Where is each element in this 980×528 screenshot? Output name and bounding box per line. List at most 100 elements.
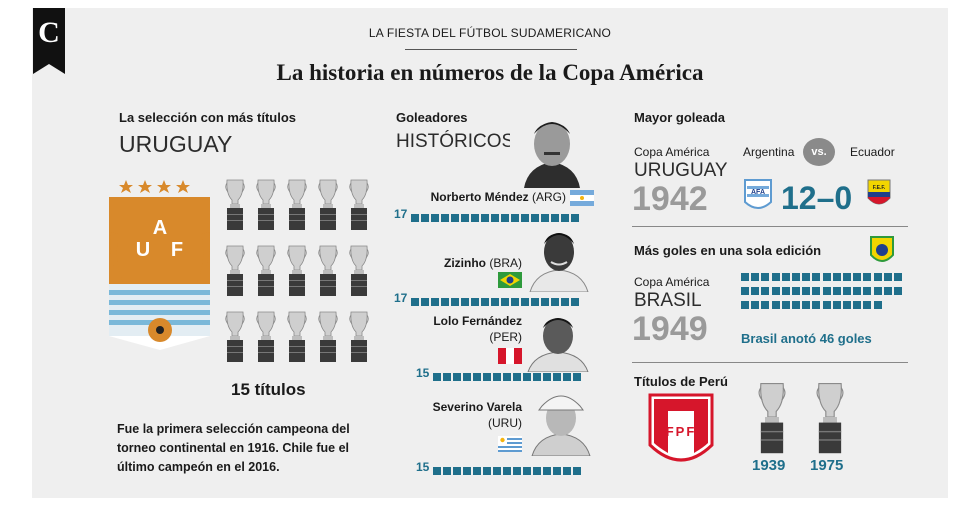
goal-square bbox=[461, 214, 469, 222]
peru-year-1: 1939 bbox=[752, 457, 786, 474]
player-goals-1: 17 bbox=[394, 207, 408, 221]
brand-letter: C bbox=[38, 16, 60, 49]
trophy-icon bbox=[224, 176, 246, 232]
goal-square bbox=[853, 273, 862, 281]
goal-square bbox=[812, 287, 821, 295]
trophy-icon bbox=[286, 242, 308, 298]
goal-square bbox=[741, 301, 749, 309]
brand-logo: C bbox=[33, 8, 65, 74]
goal-square bbox=[523, 467, 531, 475]
goal-square bbox=[863, 287, 872, 295]
trophy-icon bbox=[317, 176, 339, 232]
goal-square bbox=[461, 298, 469, 306]
fpf-badge-text: FPF bbox=[666, 424, 697, 439]
goal-square bbox=[563, 373, 571, 381]
goal-square bbox=[883, 287, 892, 295]
player-goals-2: 17 bbox=[394, 291, 408, 305]
auf-badge-u: U bbox=[136, 239, 150, 261]
peru-trophy-1975 bbox=[812, 378, 848, 456]
goal-square bbox=[513, 467, 521, 475]
trophy-icon bbox=[224, 308, 246, 364]
scorers-subtitle: HISTÓRICOS bbox=[396, 131, 515, 152]
goal-square bbox=[481, 214, 489, 222]
goal-square bbox=[771, 301, 780, 309]
goal-square bbox=[853, 301, 862, 309]
fpf-shield-icon: FPF bbox=[648, 393, 714, 462]
goal-square bbox=[533, 467, 541, 475]
trophy-icon bbox=[317, 308, 339, 364]
peru-trophy-1939 bbox=[754, 378, 790, 456]
player-country-1: (ARG) bbox=[532, 190, 566, 204]
goal-square bbox=[451, 298, 459, 306]
fef-badge-icon: F.E.F. bbox=[867, 179, 891, 205]
goal-square bbox=[771, 287, 780, 295]
goal-square bbox=[471, 214, 479, 222]
trophy-icon bbox=[255, 308, 277, 364]
goal-square bbox=[543, 373, 551, 381]
goal-square bbox=[433, 467, 441, 475]
player-name-2: Zizinho (BRA) bbox=[360, 256, 522, 270]
biggest-win-year: 1942 bbox=[632, 180, 708, 218]
goal-square bbox=[781, 273, 790, 281]
player-photo-zizinho bbox=[524, 222, 594, 292]
player-goals-3: 15 bbox=[416, 366, 430, 380]
goal-square bbox=[511, 214, 519, 222]
player-country-2: (BRA) bbox=[489, 256, 522, 270]
brazil-flag-icon bbox=[498, 272, 522, 288]
cbf-badge-icon bbox=[870, 236, 894, 262]
trophy-icon bbox=[255, 176, 277, 232]
goal-square bbox=[503, 467, 511, 475]
goal-square bbox=[533, 373, 541, 381]
player-name-1: Norberto Méndez (ARG) bbox=[360, 190, 566, 204]
peru-title: Títulos de Perú bbox=[634, 374, 728, 389]
goal-square bbox=[563, 467, 571, 475]
player-name-4: Severino Varela bbox=[360, 400, 522, 414]
most-goals-host: BRASIL bbox=[634, 290, 702, 311]
goal-square bbox=[493, 467, 501, 475]
trophy-icon bbox=[286, 176, 308, 232]
team-b-name: Ecuador bbox=[850, 145, 895, 159]
goal-square bbox=[751, 273, 760, 281]
goal-square bbox=[473, 467, 481, 475]
goal-square bbox=[771, 273, 780, 281]
goal-square bbox=[873, 273, 882, 281]
goal-square bbox=[812, 273, 821, 281]
goal-square bbox=[551, 298, 559, 306]
divider-2 bbox=[632, 362, 908, 363]
goal-square bbox=[792, 287, 800, 295]
player-photo-fernandez bbox=[522, 308, 594, 372]
most-titles-team: URUGUAY bbox=[119, 131, 233, 157]
goal-square bbox=[463, 373, 471, 381]
goal-square bbox=[493, 373, 501, 381]
player-country-3: (PER) bbox=[489, 330, 522, 344]
goal-square bbox=[894, 273, 902, 281]
goal-square bbox=[491, 214, 499, 222]
goal-square bbox=[443, 467, 451, 475]
goal-square bbox=[503, 373, 511, 381]
vs-badge: vs. bbox=[803, 138, 835, 166]
goal-square bbox=[843, 287, 851, 295]
kicker-divider bbox=[405, 49, 577, 50]
player-goals-bar-4 bbox=[433, 462, 603, 480]
team-a-name: Argentina bbox=[743, 145, 795, 159]
most-goals-competition: Copa América bbox=[634, 275, 710, 289]
trophy-icon bbox=[348, 242, 370, 298]
goal-square bbox=[483, 373, 491, 381]
biggest-win-competition: Copa América bbox=[634, 145, 710, 159]
goal-square bbox=[451, 214, 459, 222]
peru-year-2: 1975 bbox=[810, 457, 844, 474]
goal-square bbox=[421, 298, 429, 306]
headline: La historia en números de la Copa Améric… bbox=[276, 60, 704, 85]
goal-square bbox=[553, 467, 561, 475]
goal-square bbox=[843, 301, 851, 309]
goal-square bbox=[431, 214, 439, 222]
goal-square bbox=[832, 301, 841, 309]
goal-square bbox=[541, 298, 549, 306]
goal-square bbox=[751, 287, 760, 295]
trophy-icon bbox=[255, 242, 277, 298]
goal-square bbox=[471, 298, 479, 306]
peru-flag-icon bbox=[498, 348, 522, 364]
goal-square bbox=[531, 298, 539, 306]
goal-square bbox=[523, 373, 531, 381]
titles-count: 15 títulos bbox=[231, 380, 306, 399]
